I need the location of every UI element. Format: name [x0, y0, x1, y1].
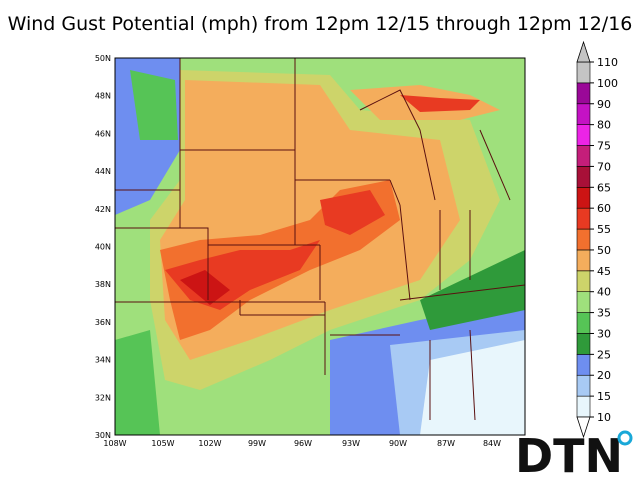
colorbar-label: 55 [597, 223, 611, 236]
colorbar-swatch [576, 166, 591, 188]
lat-label: 38N [95, 280, 111, 289]
lon-label: 108W [103, 439, 126, 448]
lat-label: 30N [95, 431, 111, 440]
lat-label: 46N [95, 129, 111, 138]
lat-label: 40N [95, 243, 111, 252]
colorbar-label: 70 [597, 160, 611, 173]
lon-label: 102W [198, 439, 221, 448]
lon-label: 99W [248, 439, 266, 448]
colorbar-label: 40 [597, 286, 611, 299]
colorbar-swatch [576, 354, 591, 376]
colorbar-label: 15 [597, 390, 611, 403]
colorbar-swatch [576, 270, 591, 293]
colorbar-label: 60 [597, 202, 611, 215]
lon-label: 87W [437, 439, 455, 448]
lon-label: 90W [389, 439, 407, 448]
lat-label: 34N [95, 356, 111, 365]
map [114, 57, 526, 436]
lat-label: 50N [95, 54, 111, 63]
colorbar-label: 65 [597, 181, 611, 194]
colorbar-label: 90 [597, 98, 611, 111]
colorbar-swatch [576, 61, 591, 84]
colorbar-label: 10 [597, 411, 611, 424]
colorbar-swatch [576, 207, 591, 230]
colorbar-swatch [576, 374, 591, 397]
logo: DTN [515, 429, 633, 480]
colorbar-swatch [576, 249, 591, 272]
lat-label: 36N [95, 318, 111, 327]
lat-label: 32N [95, 393, 111, 402]
colorbar-label: 100 [597, 77, 618, 90]
lon-label: 96W [294, 439, 312, 448]
colorbar-label: 20 [597, 369, 611, 382]
lat-label: 44N [95, 167, 111, 176]
colorbar-label: 25 [597, 348, 611, 361]
lat-label: 48N [95, 92, 111, 101]
lon-label: 93W [342, 439, 360, 448]
colorbar-swatch [576, 395, 591, 418]
colorbar-swatch [576, 291, 591, 313]
colorbar-swatch [576, 124, 591, 146]
colorbar-label: 80 [597, 119, 611, 132]
title: Wind Gust Potential (mph) from 12pm 12/1… [8, 13, 633, 35]
lat-label: 42N [95, 205, 111, 214]
colorbar-label: 110 [597, 56, 618, 69]
colorbar-label: 35 [597, 307, 611, 320]
colorbar-swatch [576, 333, 591, 355]
colorbar-swatch [576, 145, 591, 167]
colorbar-label: 45 [597, 265, 611, 278]
lon-label: 105W [151, 439, 174, 448]
colorbar-label: 50 [597, 244, 611, 257]
colorbar-label: 30 [597, 327, 611, 340]
colorbar-swatch [576, 103, 591, 125]
colorbar-swatch [576, 82, 591, 105]
logo-text: DTN [515, 429, 623, 480]
colorbar-swatch [576, 228, 591, 251]
colorbar-swatch [576, 312, 591, 334]
lon-label: 84W [483, 439, 501, 448]
colorbar-label: 75 [597, 140, 611, 153]
colorbar-swatch [576, 186, 591, 209]
